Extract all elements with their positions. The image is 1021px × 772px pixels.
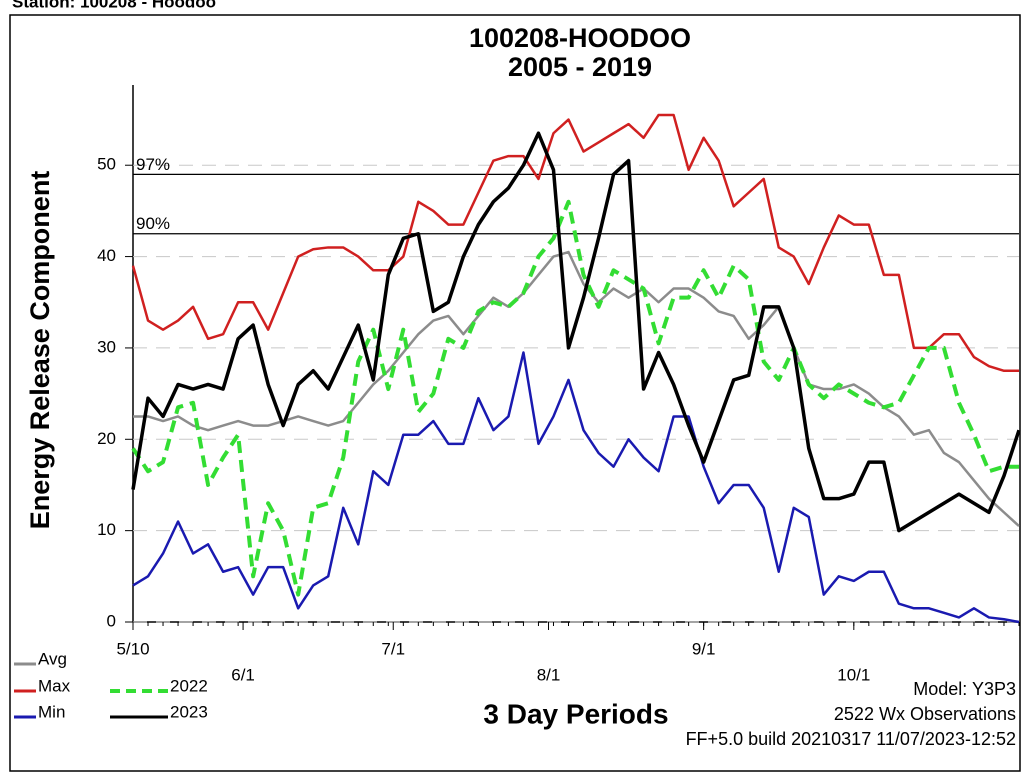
legend-label: Avg bbox=[38, 649, 67, 668]
y-tick-label: 30 bbox=[97, 337, 116, 356]
station-label: Station: 100208 - Hoodoo bbox=[12, 0, 216, 11]
x-tick-label: 7/1 bbox=[381, 639, 405, 658]
legend-label: Max bbox=[38, 676, 71, 695]
reference-label: 97% bbox=[136, 155, 170, 174]
y-axis-label: Energy Release Component bbox=[25, 171, 55, 530]
x-tick-label: 10/1 bbox=[837, 665, 870, 684]
reference-label: 90% bbox=[136, 214, 170, 233]
series-line bbox=[132, 351, 1020, 624]
y-tick-label: 50 bbox=[97, 155, 116, 174]
y-tick-label: 40 bbox=[97, 246, 116, 265]
series-line bbox=[131, 131, 1021, 533]
annotation: 2522 Wx Observations bbox=[834, 704, 1016, 724]
y-tick-label: 20 bbox=[97, 429, 116, 448]
chart-title: 100208-HOODOO bbox=[469, 23, 691, 53]
y-tick-label: 0 bbox=[107, 611, 116, 630]
legend-label: 2022 bbox=[170, 676, 208, 695]
annotation: FF+5.0 build 20210317 11/07/2023-12:52 bbox=[686, 729, 1016, 749]
legend-label: 2023 bbox=[170, 702, 208, 721]
series-line bbox=[131, 113, 1019, 373]
x-tick-label: 8/1 bbox=[537, 665, 561, 684]
y-tick-label: 10 bbox=[97, 520, 116, 539]
legend-label: Min bbox=[38, 702, 65, 721]
x-tick-label: 9/1 bbox=[692, 639, 716, 658]
x-tick-label: 5/10 bbox=[116, 639, 149, 658]
x-axis-label: 3 Day Periods bbox=[483, 698, 668, 729]
series-line bbox=[131, 199, 1019, 597]
annotation: Model: Y3P3 bbox=[913, 679, 1016, 699]
chart-subtitle: 2005 - 2019 bbox=[508, 52, 652, 82]
x-tick-label: 6/1 bbox=[231, 665, 255, 684]
